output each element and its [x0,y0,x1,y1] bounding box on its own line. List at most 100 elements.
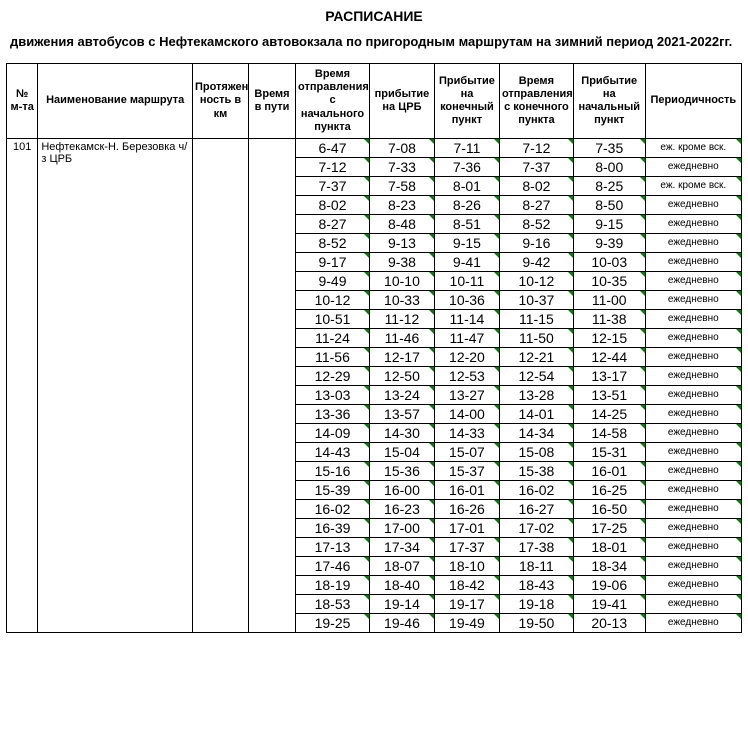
frequency-cell: ежедневно [645,423,741,442]
time-cell: 13-28 [499,385,573,404]
time-cell: 8-52 [499,214,573,233]
time-cell: 9-15 [573,214,645,233]
route-name-cell: Нефтекамск-Н. Березовка ч/з ЦРБ [38,138,193,632]
time-cell: 13-51 [573,385,645,404]
time-cell: 9-39 [573,233,645,252]
time-cell: 15-36 [369,461,434,480]
route-number-cell: 101 [7,138,38,632]
time-cell: 16-01 [573,461,645,480]
time-cell: 11-56 [296,347,370,366]
time-cell: 11-46 [369,328,434,347]
time-cell: 13-36 [296,404,370,423]
time-cell: 11-38 [573,309,645,328]
time-cell: 16-50 [573,499,645,518]
time-cell: 12-15 [573,328,645,347]
table-row: 101Нефтекамск-Н. Березовка ч/з ЦРБ6-477-… [7,138,742,157]
time-cell: 7-12 [499,138,573,157]
time-cell: 8-52 [296,233,370,252]
frequency-cell: ежедневно [645,518,741,537]
col-route-name: Наименование маршрута [38,64,193,139]
frequency-cell: ежедневно [645,195,741,214]
frequency-cell: ежедневно [645,214,741,233]
time-cell: 10-51 [296,309,370,328]
time-cell: 16-25 [573,480,645,499]
table-body: 101Нефтекамск-Н. Березовка ч/з ЦРБ6-477-… [7,138,742,632]
time-cell: 10-12 [296,290,370,309]
time-cell: 12-21 [499,347,573,366]
time-cell: 8-50 [573,195,645,214]
frequency-cell: ежедневно [645,366,741,385]
col-arrive-end: Прибытие на конечный пункт [434,64,499,139]
time-cell: 12-20 [434,347,499,366]
time-cell: 15-16 [296,461,370,480]
frequency-cell: еж. кроме вск. [645,138,741,157]
time-cell: 10-03 [573,252,645,271]
frequency-cell: ежедневно [645,404,741,423]
frequency-cell: ежедневно [645,613,741,632]
time-cell: 9-15 [434,233,499,252]
time-cell: 14-43 [296,442,370,461]
time-cell: 15-38 [499,461,573,480]
frequency-cell: ежедневно [645,499,741,518]
time-cell: 18-19 [296,575,370,594]
col-depart-start: Время отправления с начального пункта [296,64,370,139]
time-cell: 16-27 [499,499,573,518]
time-cell: 16-26 [434,499,499,518]
time-cell: 12-53 [434,366,499,385]
time-cell: 15-37 [434,461,499,480]
time-cell: 16-00 [369,480,434,499]
frequency-cell: ежедневно [645,271,741,290]
time-cell: 7-33 [369,157,434,176]
time-cell: 19-18 [499,594,573,613]
col-arrive-start: Прибытие на начальный пункт [573,64,645,139]
time-cell: 17-46 [296,556,370,575]
time-cell: 12-50 [369,366,434,385]
time-cell: 18-10 [434,556,499,575]
time-cell: 13-24 [369,385,434,404]
frequency-cell: ежедневно [645,233,741,252]
time-cell: 10-12 [499,271,573,290]
time-cell: 14-09 [296,423,370,442]
time-cell: 17-13 [296,537,370,556]
time-cell: 6-47 [296,138,370,157]
frequency-cell: еж. кроме вск. [645,176,741,195]
time-cell: 14-33 [434,423,499,442]
time-cell: 10-36 [434,290,499,309]
time-cell: 13-27 [434,385,499,404]
table-header-row: № м-та Наименование маршрута Протяжен но… [7,64,742,139]
time-cell: 19-14 [369,594,434,613]
time-cell: 10-10 [369,271,434,290]
time-cell: 19-06 [573,575,645,594]
time-cell: 19-41 [573,594,645,613]
time-cell: 11-24 [296,328,370,347]
time-cell: 16-23 [369,499,434,518]
time-cell: 9-38 [369,252,434,271]
time-cell: 7-37 [499,157,573,176]
time-cell: 19-25 [296,613,370,632]
time-cell: 20-13 [573,613,645,632]
time-cell: 12-54 [499,366,573,385]
time-cell: 7-11 [434,138,499,157]
time-cell: 8-26 [434,195,499,214]
time-cell: 19-49 [434,613,499,632]
time-cell: 17-01 [434,518,499,537]
time-cell: 11-00 [573,290,645,309]
time-cell: 7-08 [369,138,434,157]
time-cell: 12-29 [296,366,370,385]
time-cell: 9-49 [296,271,370,290]
time-cell: 13-17 [573,366,645,385]
time-cell: 10-11 [434,271,499,290]
frequency-cell: ежедневно [645,575,741,594]
frequency-cell: ежедневно [645,157,741,176]
frequency-cell: ежедневно [645,461,741,480]
time-cell: 9-41 [434,252,499,271]
frequency-cell: ежедневно [645,252,741,271]
time-cell: 9-42 [499,252,573,271]
time-cell: 11-50 [499,328,573,347]
frequency-cell: ежедневно [645,594,741,613]
distance-cell [192,138,248,632]
time-cell: 14-34 [499,423,573,442]
time-cell: 13-03 [296,385,370,404]
time-cell: 16-01 [434,480,499,499]
time-cell: 13-57 [369,404,434,423]
